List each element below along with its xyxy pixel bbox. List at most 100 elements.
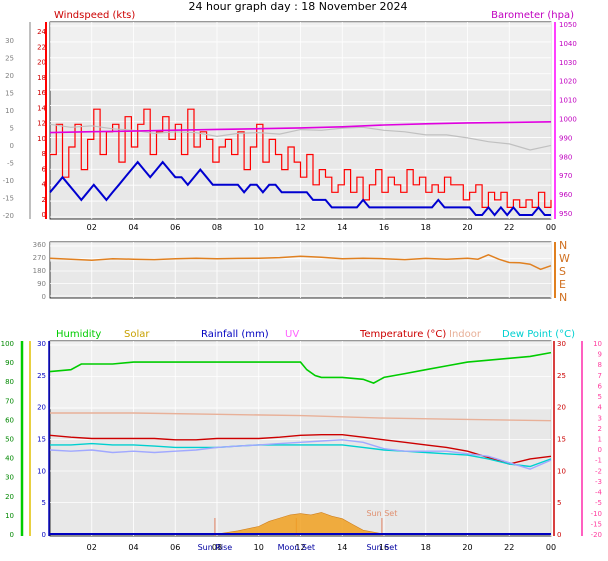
event-label: Sun Rise [198,543,233,552]
rain-tick-label: 20 [37,404,46,412]
outer-y-tick-label: 10 [5,107,14,115]
x-tick-label: 18 [421,543,431,552]
outer-right-tick-label: -2 [595,467,602,475]
outer-right-tick-label: -15 [591,520,602,528]
rain-tick-label: 30 [37,340,46,348]
humidity-tick-label: 20 [5,493,14,501]
y-tick-label: 16 [37,89,46,97]
y-tick-label: 20 [37,59,46,67]
legend-label: Humidity [56,329,101,340]
event-label: Sun Set [366,543,397,552]
temp-tick-label: 20 [557,404,566,412]
temp-tick-label: 30 [557,340,566,348]
humidity-tick-label: 50 [5,436,14,444]
panel-wind-baro: 02 04 06 08 10 12 14 16 18 20 22 002422201816141210… [3,10,577,232]
outer-y-tick-label: 0 [10,142,14,150]
x-tick-label: 04 [128,223,138,232]
y-tick-label: 24 [37,28,46,36]
right-tick-label: 1010 [559,97,577,105]
right-tick-label: 950 [559,210,572,218]
x-tick-label: 02 [87,543,97,552]
compass-label: S [559,265,566,278]
outer-right-tick-label: 0 [598,446,602,454]
outer-right-tick-label: 4 [598,404,603,412]
x-tick-label: 12 [295,543,305,552]
left-axis-title: Windspeed (kts) [54,10,135,21]
outer-right-tick-label: 1 [598,436,602,444]
rain-tick-label: 5 [42,499,46,507]
humidity-tick-label: 70 [5,397,14,405]
x-tick-label: 04 [128,543,138,552]
series-temperature [49,434,552,465]
right-tick-label: 960 [559,191,572,199]
right-axis-title: Barometer (hpa) [491,10,574,21]
x-tick-label: 22 [504,543,514,552]
x-tick-label: 20 [462,223,472,232]
humidity-tick-label: 10 [5,512,14,520]
event-label: Moon Set [278,543,315,552]
x-tick-label: 14 [337,543,347,552]
x-tick-label: 22 [504,223,514,232]
x-tick-label: 12 [295,223,305,232]
compass-label: N [559,239,567,252]
outer-right-tick-label: -3 [595,478,602,486]
y-tick-label: 90 [37,280,46,288]
page-title: 24 hour graph day : 18 November 2024 [188,0,407,13]
x-tick-label: 06 [170,223,180,232]
outer-y-tick-label: 15 [5,90,14,98]
outer-y-tick-label: -20 [3,212,14,220]
outer-right-tick-label: 6 [598,382,603,390]
outer-right-tick-label: -1 [595,457,602,465]
outer-y-tick-label: 25 [5,55,14,63]
x-tick-label: 20 [462,543,472,552]
series-dew-point [50,442,552,468]
y-tick-label: 0 [42,211,46,219]
right-tick-label: 970 [559,172,572,180]
x-tick-label: 06 [170,543,180,552]
series-indoor [50,412,552,422]
rain-tick-label: 25 [37,372,46,380]
humidity-tick-label: 90 [5,359,14,367]
series-wind-gust [50,108,552,208]
legend-label: UV [285,329,299,340]
compass-label: E [559,278,566,291]
series-dew-trace [49,439,552,470]
rain-tick-label: 15 [37,436,46,444]
outer-y-tick-label: 20 [5,72,14,80]
right-tick-label: 1050 [559,21,577,29]
temp-tick-label: 15 [557,436,566,444]
y-tick-label: 18 [37,74,46,82]
right-tick-label: 980 [559,153,572,161]
y-tick-label: 14 [37,104,46,112]
y-tick-label: 22 [37,43,46,51]
humidity-tick-label: 0 [10,531,14,539]
y-tick-label: 6 [42,165,47,173]
outer-right-tick-label: 9 [598,351,602,359]
legend-label: Temperature (°C) [359,329,446,340]
y-tick-label: 10 [37,135,46,143]
outer-right-tick-label: -10 [591,510,602,518]
outer-y-tick-label: 5 [10,125,14,133]
outer-right-tick-label: 2 [598,425,602,433]
right-tick-label: 1020 [559,78,577,86]
y-tick-label: 2 [42,196,46,204]
series-wind-speed [49,160,551,217]
x-tick-label: 02 [87,223,97,232]
outer-right-tick-label: 8 [598,361,602,369]
outer-y-tick-label: -10 [3,177,14,185]
humidity-tick-label: 30 [5,474,14,482]
compass-label: N [559,291,567,304]
humidity-tick-label: 100 [1,340,14,348]
outer-y-tick-label: -5 [7,160,14,168]
y-tick-label: 180 [33,267,46,275]
legend-label: Indoor [449,329,482,340]
humidity-tick-label: 80 [5,378,14,386]
x-tick-label: 08 [212,223,222,232]
event-label-upper: Sun Set [366,509,397,518]
temp-tick-label: 10 [557,467,566,475]
temp-tick-label: 0 [557,531,561,539]
outer-y-tick-label: -15 [3,195,14,203]
legend-label: Solar [124,329,150,340]
